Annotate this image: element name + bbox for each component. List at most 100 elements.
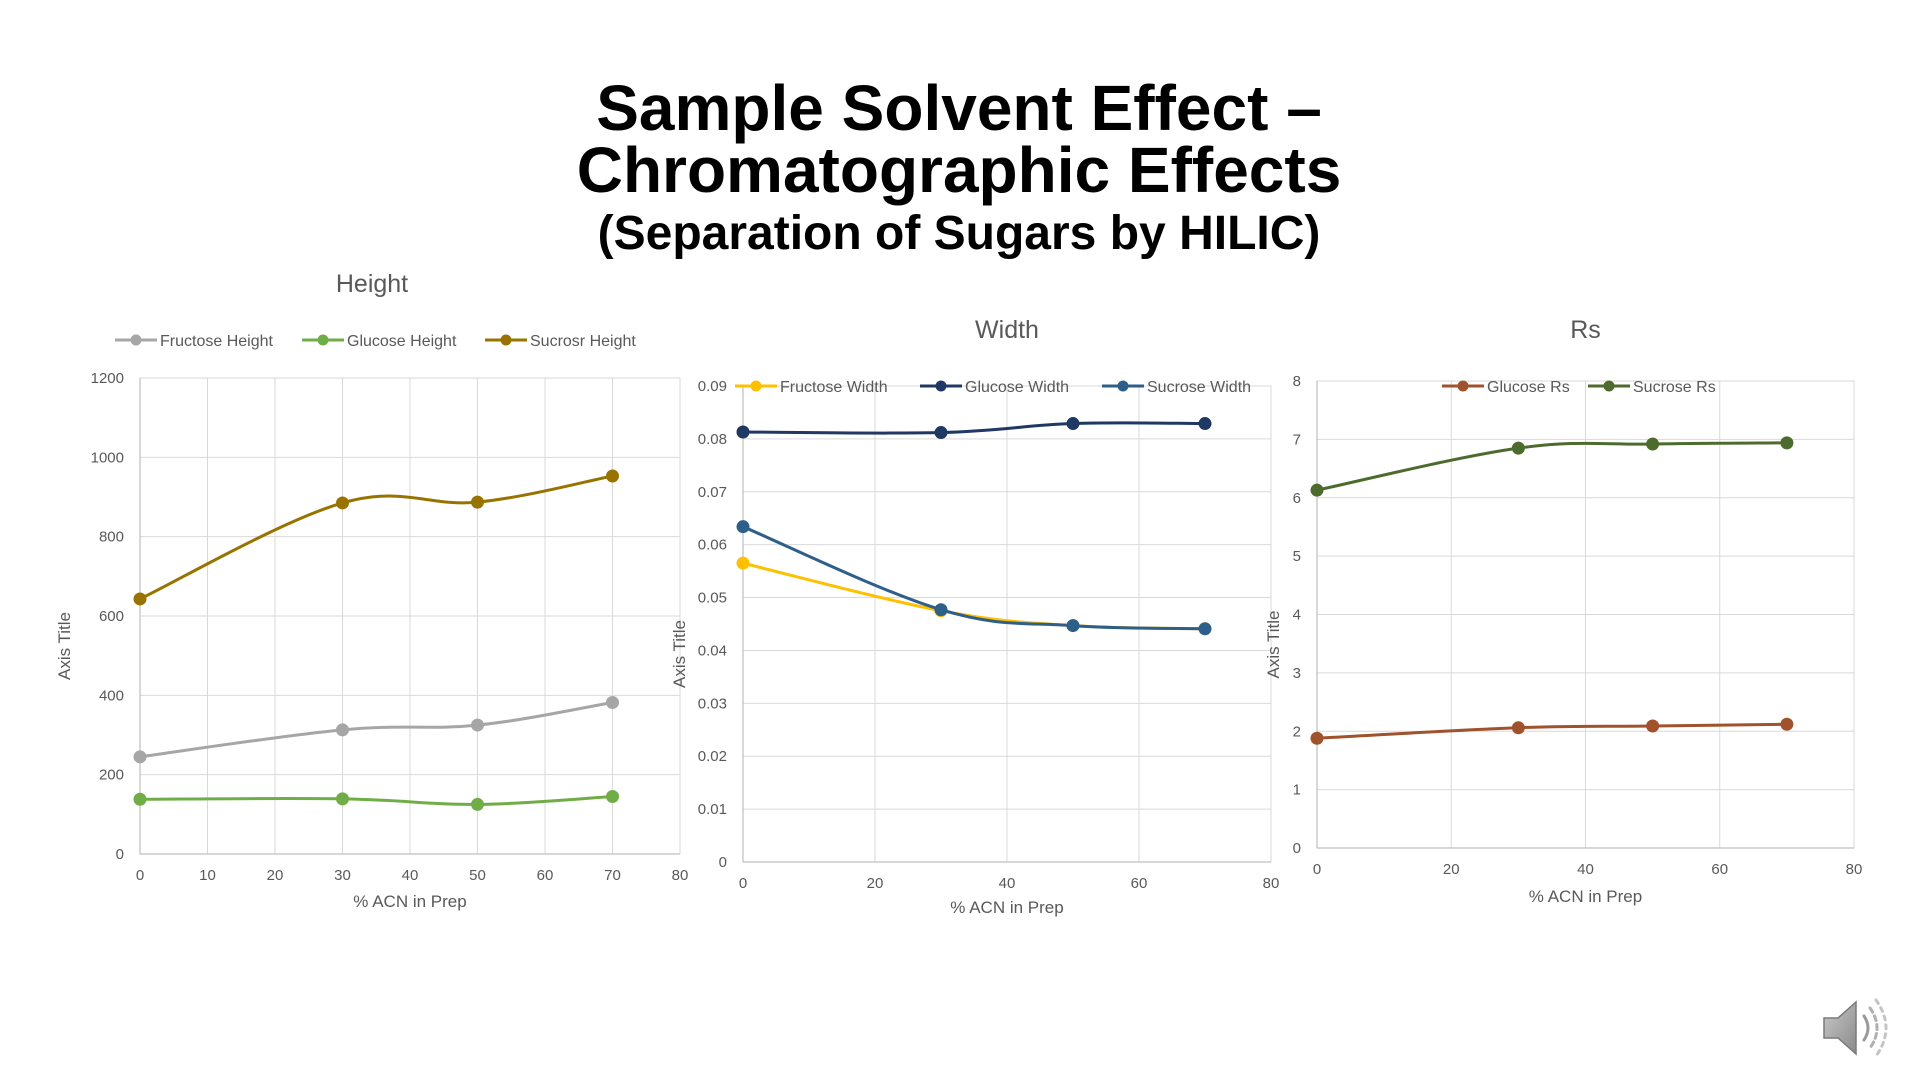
legend-entry: Glucose Width	[920, 379, 1069, 396]
series-line	[139, 700, 613, 759]
data-point	[1511, 721, 1525, 735]
y-axis-label: Axis Title	[55, 612, 74, 680]
x-tick-label: 80	[1263, 875, 1280, 892]
x-tick-label: 0	[136, 867, 144, 884]
x-tick-label: 40	[1577, 861, 1594, 878]
legend-point-marker	[935, 380, 947, 392]
data-point	[1780, 436, 1794, 450]
chart-height: 0 200 400 600 800 1000 1200 0 10 20 30 40 50 60 70 80 He…	[55, 270, 688, 911]
y-axis-label: Axis Title	[1264, 610, 1283, 678]
data-point	[1511, 441, 1525, 455]
data-point	[1198, 622, 1212, 636]
legend-entry: Fructose Width	[735, 379, 888, 396]
series-line	[1316, 722, 1787, 740]
legend-point-marker	[130, 334, 142, 346]
legend-entry: Glucose Rs	[1442, 379, 1570, 396]
y-tick-label: 3	[1293, 665, 1301, 682]
legend-point-marker	[1457, 380, 1469, 392]
legend-entry: Sucrosr Height	[485, 333, 636, 350]
y-tick-label: 800	[99, 529, 124, 546]
x-tick-label: 50	[469, 867, 486, 884]
data-point	[1310, 483, 1324, 497]
y-tick-label: 400	[99, 687, 124, 704]
legend-point-marker	[1117, 380, 1129, 392]
data-point	[736, 425, 750, 439]
slide-title-line-2: Chromatographic Effects	[576, 134, 1342, 206]
legend-entry: Fructose Height	[115, 333, 273, 350]
y-tick-label: 8	[1293, 373, 1301, 390]
x-tick-label: 40	[402, 867, 419, 884]
y-tick-label: 0.01	[698, 801, 727, 818]
x-axis-label: % ACN in Prep	[1529, 887, 1642, 906]
legend-label: Glucose Width	[965, 379, 1069, 396]
y-tick-label: 0	[116, 846, 124, 863]
legend-point-marker	[317, 334, 329, 346]
y-tick-label: 0.02	[698, 748, 727, 765]
data-point	[133, 792, 147, 806]
y-tick-label: 200	[99, 767, 124, 784]
y-tick-label: 0	[719, 854, 727, 871]
x-tick-label: 80	[672, 867, 689, 884]
data-point	[336, 496, 349, 510]
x-tick-label: 40	[999, 875, 1016, 892]
data-point	[934, 603, 948, 617]
slide-title-line-1: Sample Solvent Effect –	[596, 72, 1322, 144]
x-tick-label: 20	[1443, 861, 1460, 878]
y-tick-label: 1200	[91, 370, 124, 387]
y-tick-label: 0	[1293, 840, 1301, 857]
x-tick-label: 60	[537, 867, 554, 884]
x-tick-label: 30	[334, 867, 351, 884]
legend-entry: Sucrose Width	[1102, 379, 1251, 396]
data-point	[934, 426, 948, 440]
x-tick-label: 0	[739, 875, 747, 892]
y-tick-label: 0.09	[698, 378, 727, 395]
data-point	[336, 792, 349, 806]
legend-point-marker	[500, 334, 512, 346]
chart-title: Width	[975, 316, 1039, 344]
data-point	[1066, 417, 1080, 431]
legend-label: Glucose Rs	[1487, 379, 1570, 396]
series-line	[139, 794, 613, 806]
series-line	[742, 421, 1206, 435]
slide-subtitle: (Separation of Sugars by HILIC)	[597, 207, 1321, 260]
x-tick-label: 70	[604, 867, 621, 884]
y-tick-label: 0.05	[698, 590, 727, 607]
series-line	[742, 525, 1206, 631]
speaker-audio-icon[interactable]	[1818, 992, 1896, 1064]
data-point	[606, 695, 619, 709]
y-tick-label: 6	[1293, 490, 1301, 507]
data-point	[133, 750, 147, 764]
y-tick-label: 0.04	[698, 642, 727, 659]
x-tick-label: 20	[867, 875, 884, 892]
data-point	[736, 556, 750, 570]
y-axis-label: Axis Title	[670, 620, 689, 688]
x-tick-label: 20	[267, 867, 284, 884]
legend-entry: Sucrose Rs	[1588, 379, 1716, 396]
y-tick-label: 0.07	[698, 484, 727, 501]
y-tick-label: 7	[1293, 431, 1301, 448]
legend-label: Sucrose Rs	[1633, 379, 1716, 396]
y-tick-label: 2	[1293, 723, 1301, 740]
x-tick-label: 80	[1846, 861, 1863, 878]
chart-width: 0 0.01 0.02 0.03 0.04 0.05 0.06 0.07 0.08 0.09 0 20…	[670, 316, 1279, 917]
data-point	[471, 797, 484, 811]
y-tick-label: 1	[1293, 782, 1301, 799]
data-point	[1646, 719, 1660, 733]
legend-label: Sucrose Width	[1147, 379, 1251, 396]
x-tick-label: 0	[1313, 861, 1321, 878]
y-tick-label: 0.03	[698, 695, 727, 712]
x-tick-label: 60	[1711, 861, 1728, 878]
y-tick-label: 0.06	[698, 537, 727, 554]
data-point	[133, 592, 147, 606]
legend-label: Glucose Height	[347, 333, 457, 350]
legend-label: Fructose Height	[160, 333, 273, 350]
legend-point-marker	[1603, 380, 1615, 392]
data-point	[1310, 731, 1324, 745]
x-axis-label: % ACN in Prep	[950, 898, 1063, 917]
x-axis-label: % ACN in Prep	[353, 892, 466, 911]
data-point	[471, 718, 484, 732]
chart-title: Rs	[1570, 316, 1601, 344]
